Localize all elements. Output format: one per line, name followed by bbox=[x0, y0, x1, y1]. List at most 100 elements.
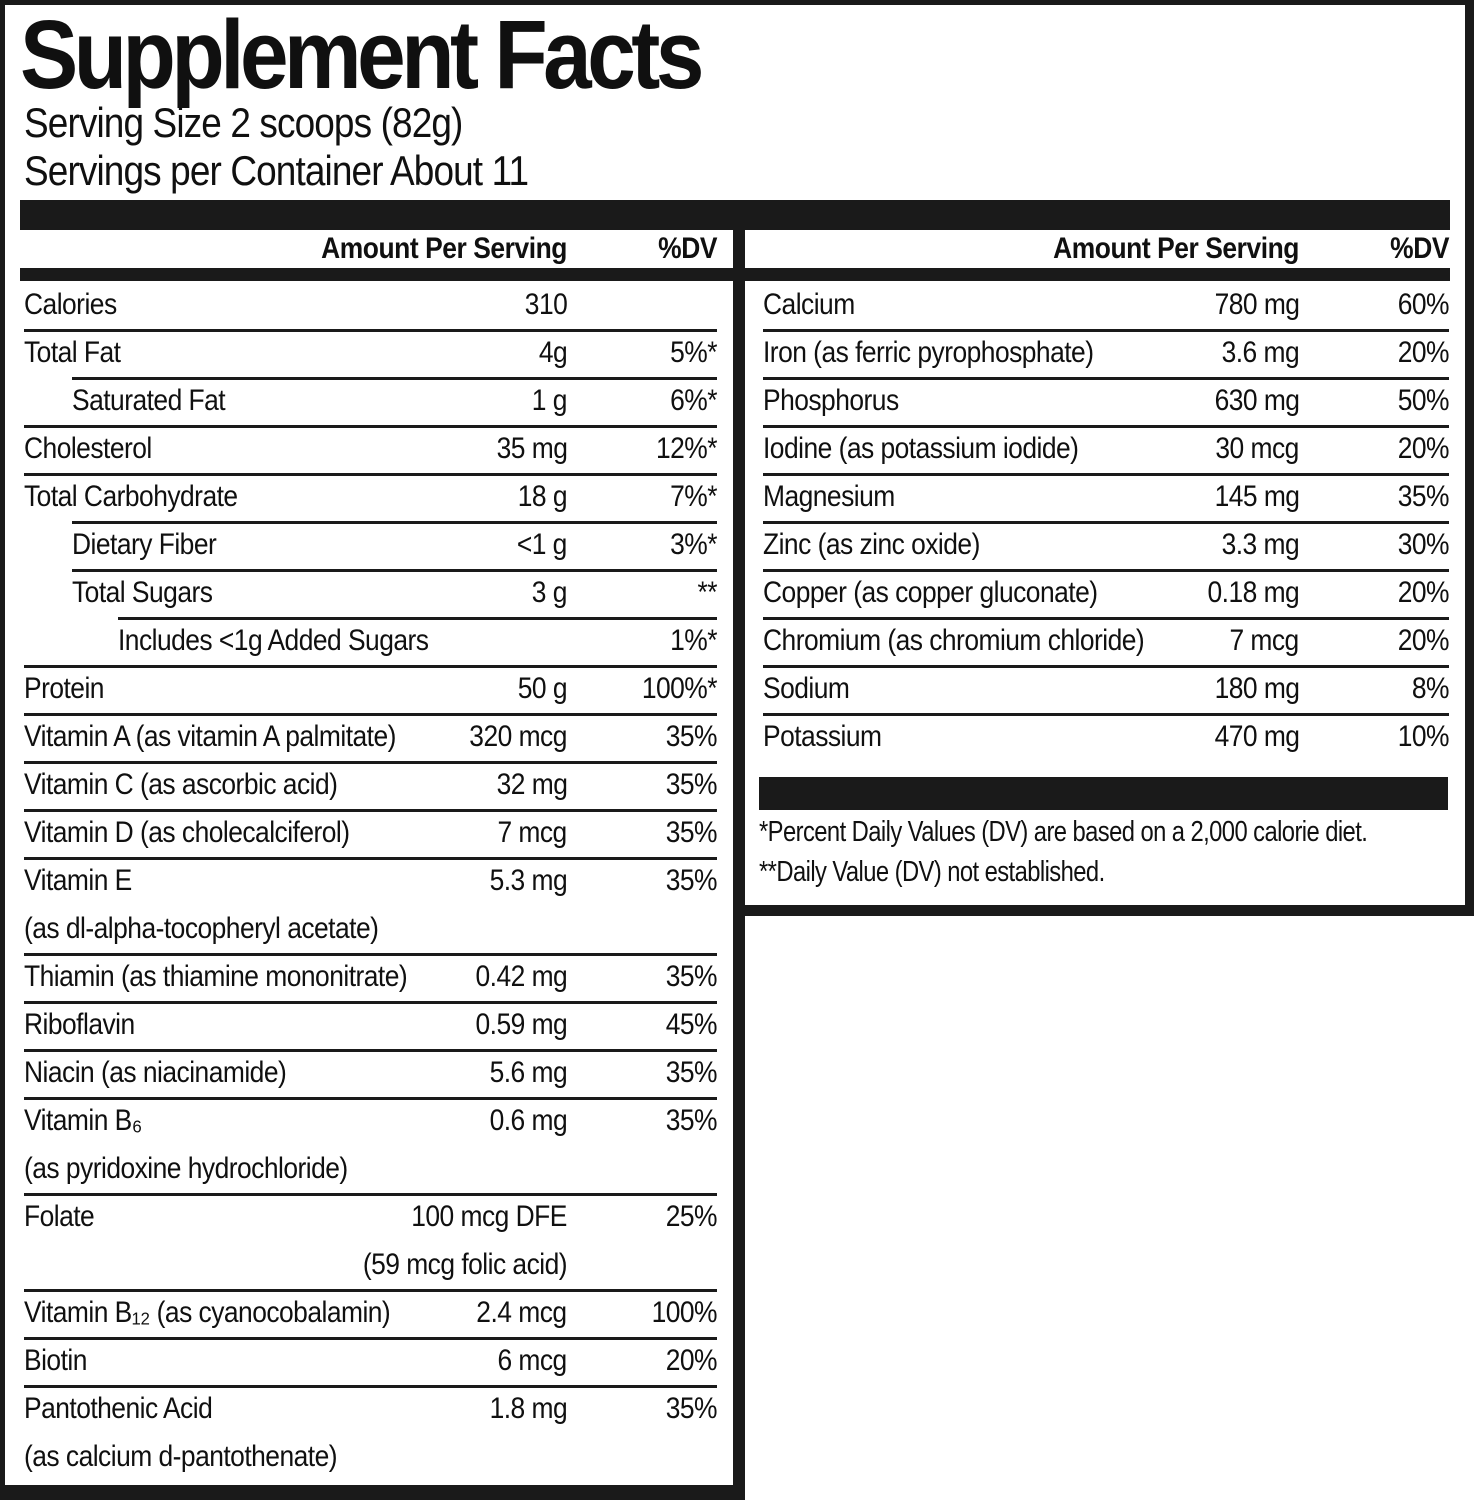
page-title: Supplement Facts bbox=[20, 0, 704, 109]
nutrient-name: Phosphorus bbox=[763, 384, 899, 417]
nutrient-dv: 1%* bbox=[670, 624, 717, 657]
right-panel-frame bbox=[745, 0, 1474, 916]
nutrient-dv: 30% bbox=[1397, 528, 1450, 561]
nutrient-amount: 4g bbox=[538, 336, 568, 369]
table-row: Calcium 780 mg 60% bbox=[745, 281, 1465, 329]
nutrient-dv: 20% bbox=[1397, 432, 1450, 465]
nutrient-dv: 35% bbox=[665, 1056, 718, 1089]
nutrient-name: Cholesterol bbox=[24, 432, 152, 465]
nutrient-dv: 35% bbox=[665, 768, 718, 801]
nutrient-amount: 0.18 mg bbox=[1207, 576, 1299, 609]
row-main-line: Riboflavin 0.59 mg 45% bbox=[6, 1001, 733, 1049]
nutrient-dv: 35% bbox=[665, 864, 718, 897]
percent-dv-header: %DV bbox=[658, 232, 717, 265]
nutrient-amount: 32 mg bbox=[496, 768, 567, 801]
nutrient-amount: 50 g bbox=[517, 672, 568, 705]
nutrient-amount: 0.59 mg bbox=[475, 1008, 567, 1041]
table-row: Dietary Fiber <1 g 3%* bbox=[6, 521, 733, 569]
row-main-line: Vitamin B₆ 0.6 mg 35% bbox=[6, 1097, 733, 1145]
nutrient-dv: 60% bbox=[1397, 288, 1450, 321]
amount-per-serving-header: Amount Per Serving bbox=[321, 232, 567, 265]
nutrient-dv: 7%* bbox=[670, 480, 717, 513]
row-main-line: Phosphorus 630 mg 50% bbox=[745, 377, 1465, 425]
row-main-line: Dietary Fiber <1 g 3%* bbox=[6, 521, 733, 569]
table-row: Sodium 180 mg 8% bbox=[745, 665, 1465, 713]
nutrient-name: Thiamin (as thiamine mononitrate) bbox=[24, 960, 408, 993]
nutrient-name-continued: (as calcium d-pantothenate) bbox=[24, 1440, 338, 1473]
nutrient-name: Total Fat bbox=[24, 336, 121, 369]
left-column-header: Amount Per Serving %DV bbox=[6, 230, 733, 268]
nutrient-name: Pantothenic Acid bbox=[24, 1392, 213, 1425]
nutrient-amount: 780 mg bbox=[1214, 288, 1299, 321]
nutrient-amount: 3.6 mg bbox=[1221, 336, 1299, 369]
nutrient-dv: 35% bbox=[1397, 480, 1450, 513]
row-main-line: Saturated Fat 1 g 6%* bbox=[6, 377, 733, 425]
table-row: Total Sugars 3 g ** bbox=[6, 569, 733, 617]
table-row: Zinc (as zinc oxide) 3.3 mg 30% bbox=[745, 521, 1465, 569]
nutrient-amount: 100 mcg DFE bbox=[411, 1200, 567, 1233]
nutrient-dv: 35% bbox=[665, 1392, 718, 1425]
nutrient-name: Vitamin B₁₂ (as cyanocobalamin) bbox=[24, 1296, 391, 1329]
row-main-line: Total Carbohydrate 18 g 7%* bbox=[6, 473, 733, 521]
row-continuation-line: (59 mcg folic acid) bbox=[6, 1241, 733, 1289]
nutrient-name: Iodine (as potassium iodide) bbox=[763, 432, 1079, 465]
row-main-line: Pantothenic Acid 1.8 mg 35% bbox=[6, 1385, 733, 1433]
table-row: Total Fat 4g 5%* bbox=[6, 329, 733, 377]
table-row: Thiamin (as thiamine mononitrate) 0.42 m… bbox=[6, 953, 733, 1001]
nutrient-name: Dietary Fiber bbox=[72, 528, 217, 561]
table-row: Potassium 470 mg 10% bbox=[745, 713, 1465, 761]
footnotes: *Percent Daily Values (DV) are based on … bbox=[759, 812, 1459, 892]
nutrient-amount: 3.3 mg bbox=[1221, 528, 1299, 561]
servings-per-container-text: Servings per Container About 11 bbox=[24, 147, 529, 194]
nutrient-amount: 0.6 mg bbox=[489, 1104, 567, 1137]
nutrient-amount: 180 mg bbox=[1214, 672, 1299, 705]
table-row: Includes <1g Added Sugars 1%* bbox=[6, 617, 733, 665]
row-main-line: Niacin (as niacinamide) 5.6 mg 35% bbox=[6, 1049, 733, 1097]
nutrient-name: Vitamin C (as ascorbic acid) bbox=[24, 768, 338, 801]
row-main-line: Cholesterol 35 mg 12%* bbox=[6, 425, 733, 473]
row-main-line: Vitamin D (as cholecalciferol) 7 mcg 35% bbox=[6, 809, 733, 857]
nutrient-dv: 6%* bbox=[670, 384, 717, 417]
nutrient-amount: 7 mcg bbox=[1229, 624, 1300, 657]
nutrient-dv: 3%* bbox=[670, 528, 717, 561]
nutrient-name: Iron (as ferric pyrophosphate) bbox=[763, 336, 1094, 369]
table-row: Iodine (as potassium iodide) 30 mcg 20% bbox=[745, 425, 1465, 473]
row-continuation-line: (as calcium d-pantothenate) bbox=[6, 1433, 733, 1481]
row-main-line: Vitamin B₁₂ (as cyanocobalamin) 2.4 mcg … bbox=[6, 1289, 733, 1337]
nutrient-dv: 35% bbox=[665, 960, 718, 993]
table-row: Biotin 6 mcg 20% bbox=[6, 1337, 733, 1385]
nutrient-name: Zinc (as zinc oxide) bbox=[763, 528, 980, 561]
row-main-line: Iron (as ferric pyrophosphate) 3.6 mg 20… bbox=[745, 329, 1465, 377]
nutrient-dv: 100% bbox=[651, 1296, 718, 1329]
row-main-line: Potassium 470 mg 10% bbox=[745, 713, 1465, 761]
footnote-text: **Daily Value (DV) not established. bbox=[759, 856, 1105, 888]
row-main-line: Protein 50 g 100%* bbox=[6, 665, 733, 713]
row-main-line: Copper (as copper gluconate) 0.18 mg 20% bbox=[745, 569, 1465, 617]
left-panel-frame bbox=[0, 0, 745, 1500]
row-main-line: Thiamin (as thiamine mononitrate) 0.42 m… bbox=[6, 953, 733, 1001]
table-row: Iron (as ferric pyrophosphate) 3.6 mg 20… bbox=[745, 329, 1465, 377]
right-column-header: Amount Per Serving %DV bbox=[745, 230, 1465, 268]
nutrient-dv: 35% bbox=[665, 1104, 718, 1137]
table-row: Calories 310 bbox=[6, 281, 733, 329]
nutrient-name: Folate bbox=[24, 1200, 95, 1233]
nutrient-dv: 25% bbox=[665, 1200, 718, 1233]
nutrient-dv: 5%* bbox=[670, 336, 717, 369]
nutrient-dv: 45% bbox=[665, 1008, 718, 1041]
row-main-line: Zinc (as zinc oxide) 3.3 mg 30% bbox=[745, 521, 1465, 569]
nutrient-name: Total Carbohydrate bbox=[24, 480, 238, 513]
nutrient-amount: 35 mg bbox=[496, 432, 567, 465]
nutrient-amount: 320 mcg bbox=[469, 720, 567, 753]
nutrient-name: Magnesium bbox=[763, 480, 895, 513]
table-row: Chromium (as chromium chloride) 7 mcg 20… bbox=[745, 617, 1465, 665]
row-continuation-line: (as dl-alpha-tocopheryl acetate) bbox=[6, 905, 733, 953]
nutrient-dv: 20% bbox=[1397, 336, 1450, 369]
row-main-line: Total Fat 4g 5%* bbox=[6, 329, 733, 377]
nutrient-name: Chromium (as chromium chloride) bbox=[763, 624, 1145, 657]
row-main-line: Total Sugars 3 g ** bbox=[6, 569, 733, 617]
table-row: Saturated Fat 1 g 6%* bbox=[6, 377, 733, 425]
nutrient-dv: 20% bbox=[1397, 576, 1450, 609]
nutrient-dv: 20% bbox=[1397, 624, 1450, 657]
row-continuation-line: (as pyridoxine hydrochloride) bbox=[6, 1145, 733, 1193]
